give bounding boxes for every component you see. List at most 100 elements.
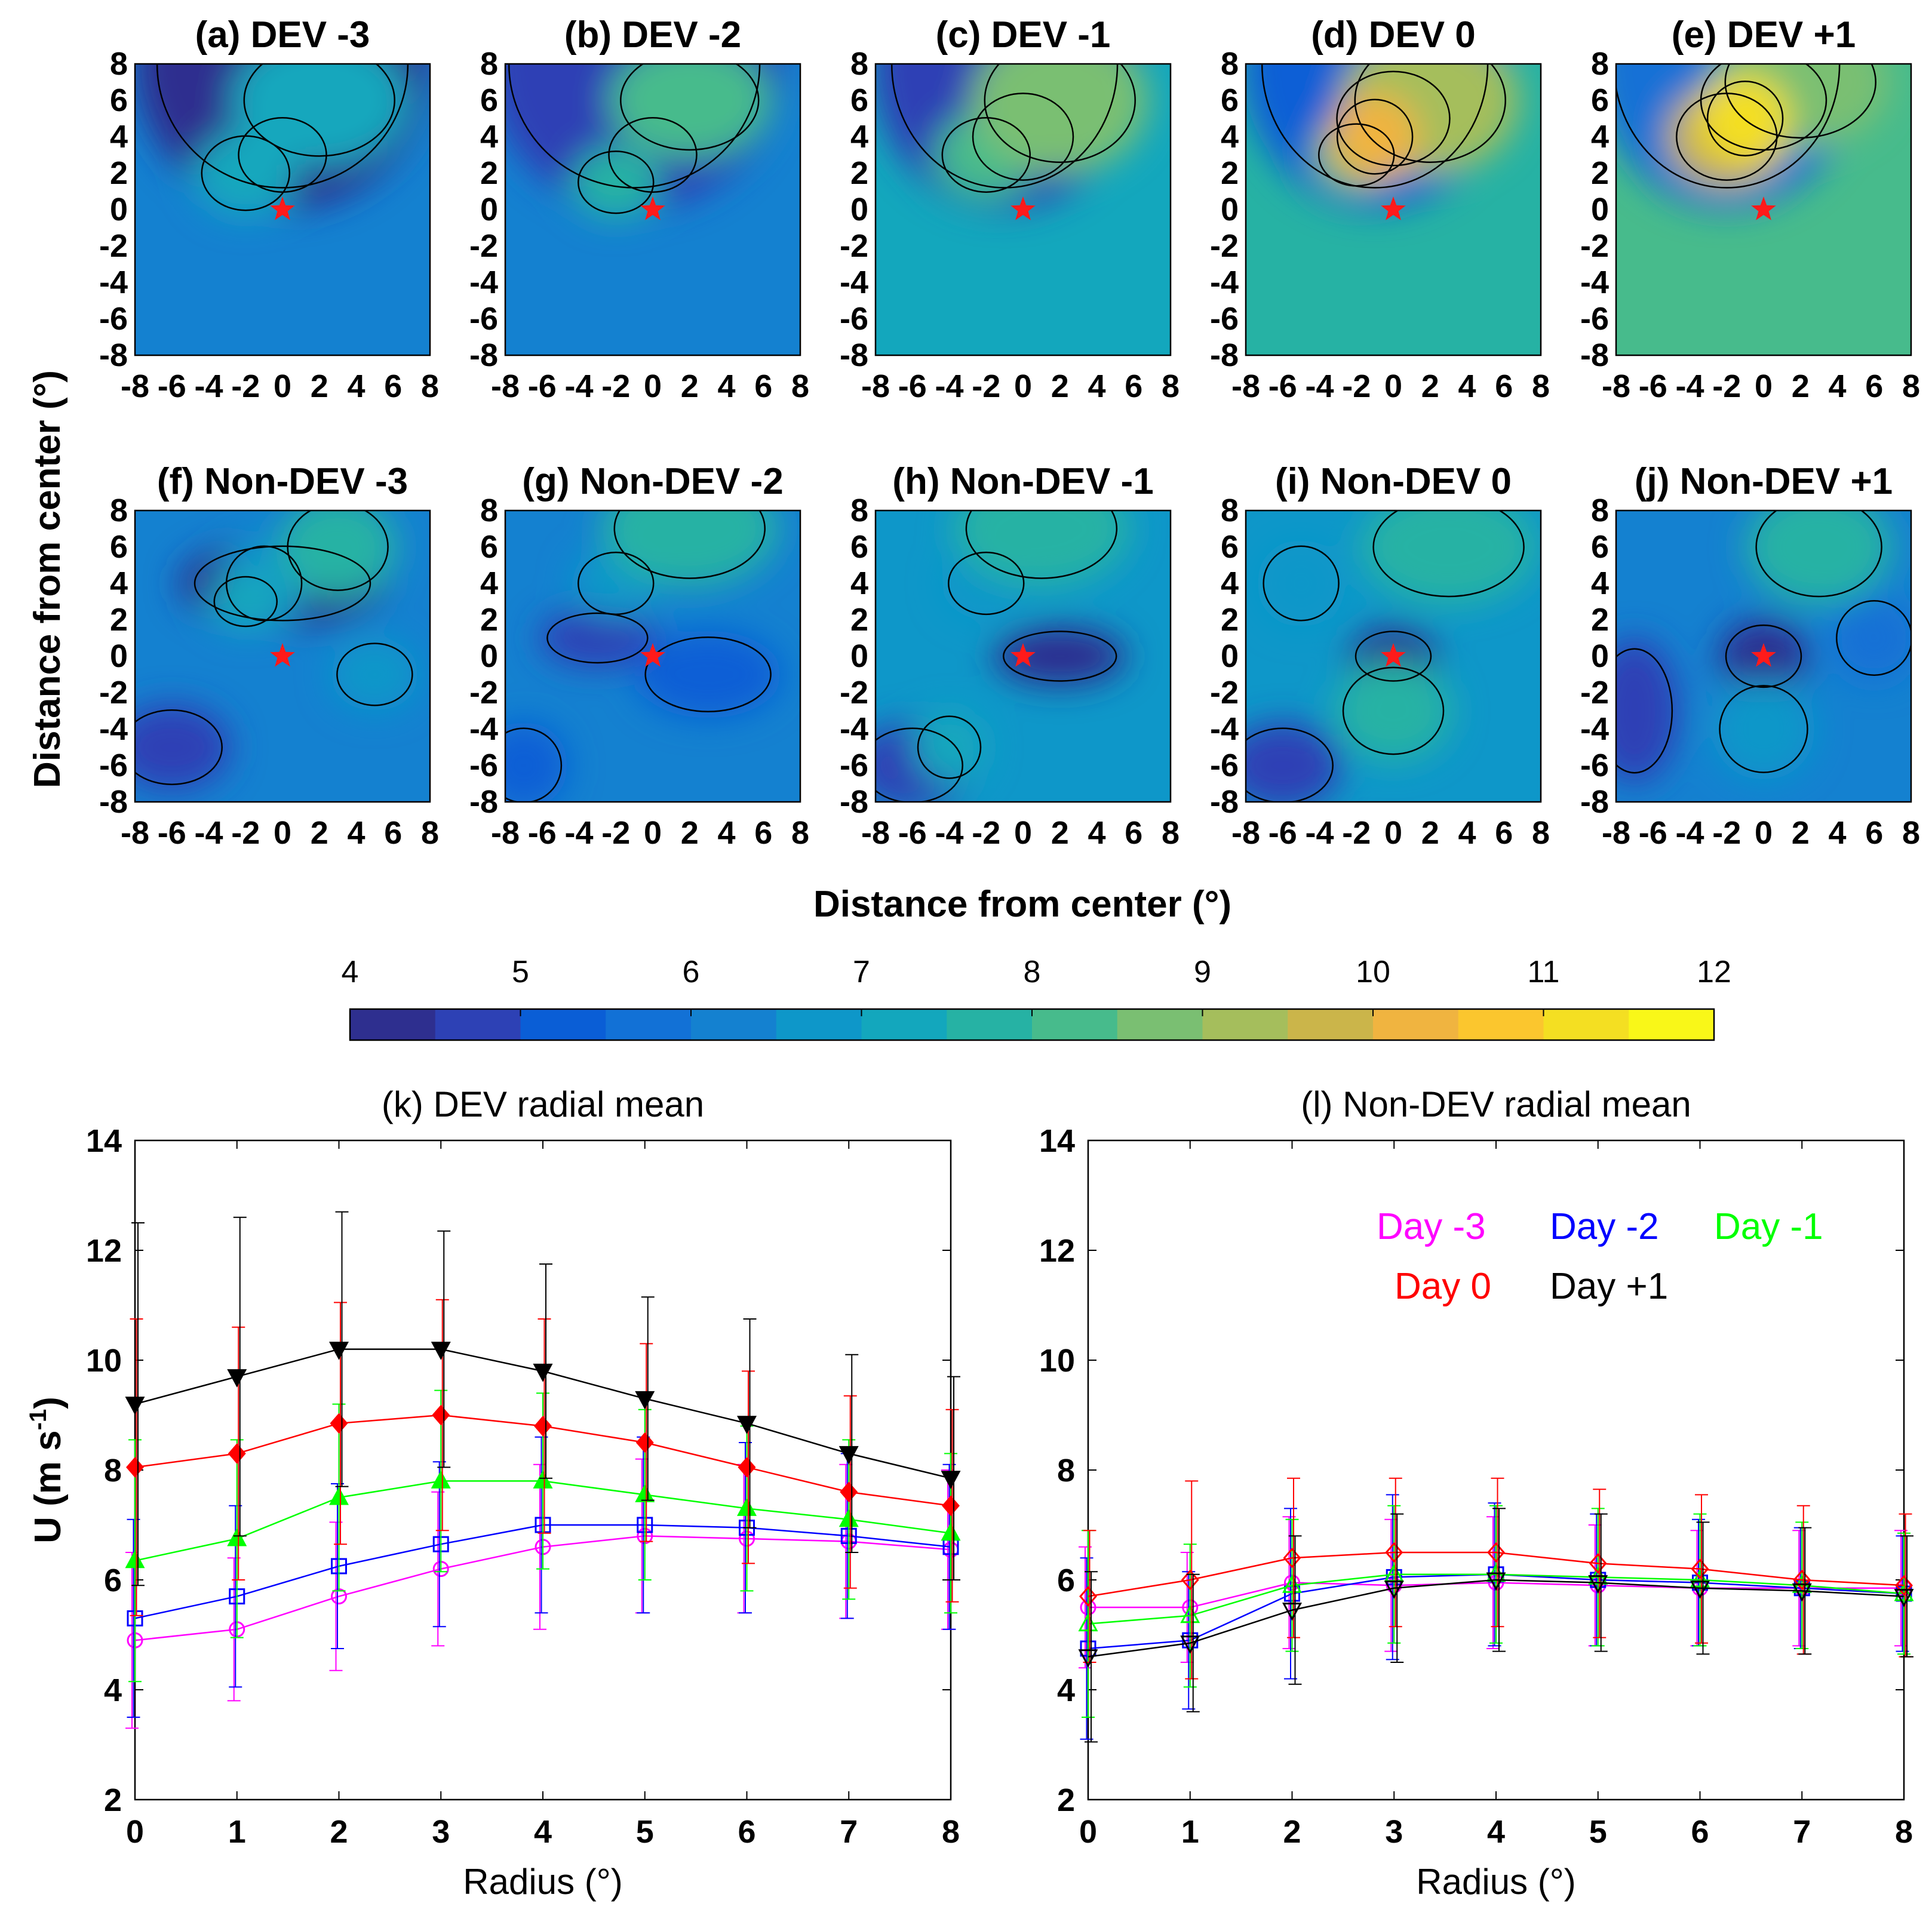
contour-blobs <box>1246 64 1519 210</box>
contour-level-region <box>1712 678 1816 780</box>
contour-level-region <box>971 64 1148 173</box>
x-tick-label: -6 <box>528 368 557 404</box>
y-tick-label: -8 <box>840 784 868 820</box>
colorbar-swatch <box>1543 1009 1629 1040</box>
y-tick-label: -4 <box>1210 265 1239 300</box>
data-point-triangle-up <box>328 1486 349 1505</box>
y-tick-label: 6 <box>1221 529 1239 565</box>
panel-title: (d) DEV 0 <box>1311 14 1476 56</box>
contour-field <box>135 511 430 802</box>
star-icon <box>270 643 295 667</box>
y-tick-label: -6 <box>1580 748 1609 783</box>
y-tick-label: 0 <box>1591 192 1609 227</box>
x-tick-label: 4 <box>1088 368 1105 404</box>
y-tick-label: 8 <box>1591 46 1609 82</box>
y-tick-label: 0 <box>110 638 128 674</box>
x-tick-label: -6 <box>1639 815 1667 851</box>
x-tick-label: -6 <box>158 815 186 851</box>
x-tick-label: -2 <box>601 815 630 851</box>
contour-line <box>1755 511 1882 598</box>
contour-line <box>336 642 413 706</box>
x-tick-label: -2 <box>972 368 1000 404</box>
colorbar-tick-label: 8 <box>1024 955 1041 989</box>
x-tick-label: -8 <box>491 368 520 404</box>
series <box>125 1211 961 1586</box>
x-tick-label: 4 <box>1828 368 1846 404</box>
y-tick-label: 2 <box>110 602 128 638</box>
contour-level-region <box>330 638 419 711</box>
y-tick-label: 12 <box>1039 1233 1075 1269</box>
x-tick-label: -6 <box>1639 368 1667 404</box>
x-tick-label: -4 <box>935 368 963 404</box>
contour-line <box>546 612 649 664</box>
x-tick-label: 8 <box>791 368 809 404</box>
x-tick-label: -8 <box>861 815 890 851</box>
y-tick-label: 2 <box>850 602 868 638</box>
y-tick-label: 8 <box>850 493 868 528</box>
series-line <box>1088 1573 1905 1625</box>
contour-line <box>876 727 963 802</box>
x-tick-label: 5 <box>1589 1814 1607 1850</box>
contour-line <box>238 117 327 193</box>
y-tick-label: 4 <box>104 1672 122 1708</box>
x-tick-label: -4 <box>194 815 223 851</box>
y-tick-label: 6 <box>1591 82 1609 118</box>
y-tick-label: 0 <box>850 192 868 227</box>
data-point-diamond <box>534 1416 552 1437</box>
data-point-diamond <box>1691 1558 1709 1579</box>
x-axis-label: Radius (°) <box>1416 1862 1575 1902</box>
y-tick-label: 8 <box>104 1453 122 1489</box>
y-tick-label: -4 <box>469 711 498 747</box>
y-tick-label: 8 <box>110 46 128 82</box>
contour-level-region <box>634 631 782 718</box>
colorbar-swatch <box>691 1009 777 1040</box>
contour-panels: (a) DEV -3-8 -6 -4 -2 0 2 4 6 886420-2-4-6-8(b) … <box>99 14 1920 851</box>
x-tick-label: 8 <box>1162 368 1180 404</box>
y-tick-label: 8 <box>1221 46 1239 82</box>
x-tick-label: 4 <box>1088 815 1105 851</box>
y-tick-label: 2 <box>104 1782 122 1818</box>
x-tick-label: 6 <box>1125 368 1142 404</box>
data-point-triangle-down <box>838 1446 859 1465</box>
y-tick-label: -2 <box>1580 675 1609 711</box>
contour-level-region <box>1745 511 1893 605</box>
data-point-triangle-down <box>1384 1580 1404 1599</box>
y-tick-label: -6 <box>1210 748 1239 783</box>
panel-title: (h) Non-DEV -1 <box>892 461 1153 502</box>
x-tick-label: 0 <box>1755 815 1773 851</box>
contour-field <box>876 511 1171 802</box>
contour-level-region <box>953 511 1131 588</box>
contour-field <box>505 64 800 355</box>
contour-blobs <box>135 64 430 217</box>
contour-line <box>1706 81 1784 156</box>
contour-level-region <box>1334 660 1452 762</box>
series <box>1078 1505 1914 1718</box>
x-tick-label: 0 <box>1014 368 1032 404</box>
data-point-triangle-down <box>941 1471 961 1489</box>
x-tick-label: 2 <box>1051 815 1069 851</box>
contour-level-region <box>601 511 778 588</box>
colorbar-tick-label: 6 <box>683 955 700 989</box>
x-tick-label: -4 <box>935 815 963 851</box>
x-tick-label: 8 <box>421 815 439 851</box>
contour-line <box>1354 631 1432 682</box>
x-tick-label: 0 <box>1755 368 1773 404</box>
contour-line <box>644 636 772 712</box>
y-tick-label: 8 <box>1057 1453 1075 1489</box>
star-icon <box>1381 643 1406 667</box>
data-point-triangle-down <box>125 1397 145 1415</box>
x-tick-label: 3 <box>432 1814 450 1850</box>
data-point-triangle-up <box>227 1527 247 1546</box>
colorbar-swatch <box>1032 1009 1118 1040</box>
x-tick-label: 6 <box>738 1814 755 1850</box>
star-icon <box>1010 196 1036 220</box>
star-icon <box>270 196 295 220</box>
colorbar-swatch <box>1202 1009 1288 1040</box>
y-tick-label: -2 <box>840 675 868 711</box>
x-tick-label: 2 <box>1283 1814 1301 1850</box>
y-tick-label: -8 <box>469 337 498 373</box>
